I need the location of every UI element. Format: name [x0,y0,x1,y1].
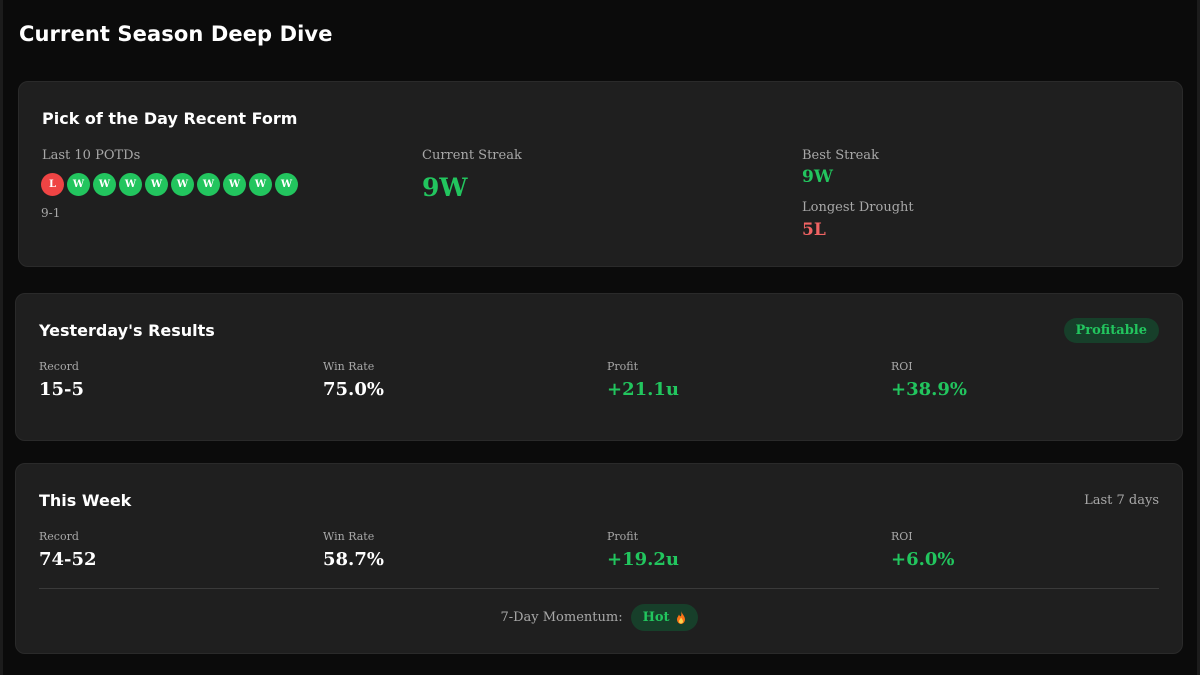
result-dot: W [145,173,168,196]
momentum-value: Hot [642,610,670,625]
current-streak-value: 9W [422,173,468,202]
result-dot: W [223,173,246,196]
stat-value-win-rate: 58.7% [323,549,384,570]
result-dot: W [93,173,116,196]
stat-label-win-rate: Win Rate [323,530,375,543]
current-streak-label: Current Streak [422,148,522,163]
stat-value-record: 74-52 [39,549,97,570]
stat-value-roi: +38.9% [891,379,968,400]
stat-value-profit: +19.2u [607,549,680,570]
momentum-label: 7-Day Momentum: [500,610,623,625]
potd-record: 9-1 [41,206,61,220]
stat-label-roi: ROI [891,360,913,373]
best-streak-value: 9W [802,167,833,187]
flame-icon [676,611,686,624]
stat-label-profit: Profit [607,530,639,543]
result-dot: W [275,173,298,196]
result-dot: W [67,173,90,196]
best-streak-label: Best Streak [802,148,879,163]
longest-drought-value: 5L [802,220,826,240]
divider [39,588,1159,589]
stat-value-profit: +21.1u [607,379,680,400]
momentum-row: 7-Day Momentum: Hot [16,604,1182,631]
potd-card-title: Pick of the Day Recent Form [42,109,298,128]
stat-label-profit: Profit [607,360,639,373]
result-dot: W [171,173,194,196]
stat-value-win-rate: 75.0% [323,379,384,400]
result-dot: W [119,173,142,196]
potd-results-dots: L W W W W W W W W W [41,173,298,196]
yesterday-card-title: Yesterday's Results [39,321,215,340]
result-dot: L [41,173,64,196]
stat-value-record: 15-5 [39,379,85,400]
longest-drought-label: Longest Drought [802,200,914,215]
result-dot: W [249,173,272,196]
page-title: Current Season Deep Dive [19,22,333,46]
stat-label-win-rate: Win Rate [323,360,375,373]
window-border-right [1197,0,1200,675]
stat-label-record: Record [39,360,79,373]
result-dot: W [197,173,220,196]
week-range-label: Last 7 days [1084,493,1159,508]
last10-label: Last 10 POTDs [42,148,141,163]
yesterday-results-card: Yesterday's Results Profitable Record 15… [15,293,1183,441]
window-border-left [0,0,3,675]
momentum-badge: Hot [630,604,698,631]
stat-label-record: Record [39,530,79,543]
week-card-title: This Week [39,491,132,510]
potd-form-card: Pick of the Day Recent Form Last 10 POTD… [18,81,1183,267]
profitable-badge: Profitable [1063,318,1159,343]
stat-label-roi: ROI [891,530,913,543]
this-week-card: This Week Last 7 days Record 74-52 Win R… [15,463,1183,654]
stat-value-roi: +6.0% [891,549,955,570]
